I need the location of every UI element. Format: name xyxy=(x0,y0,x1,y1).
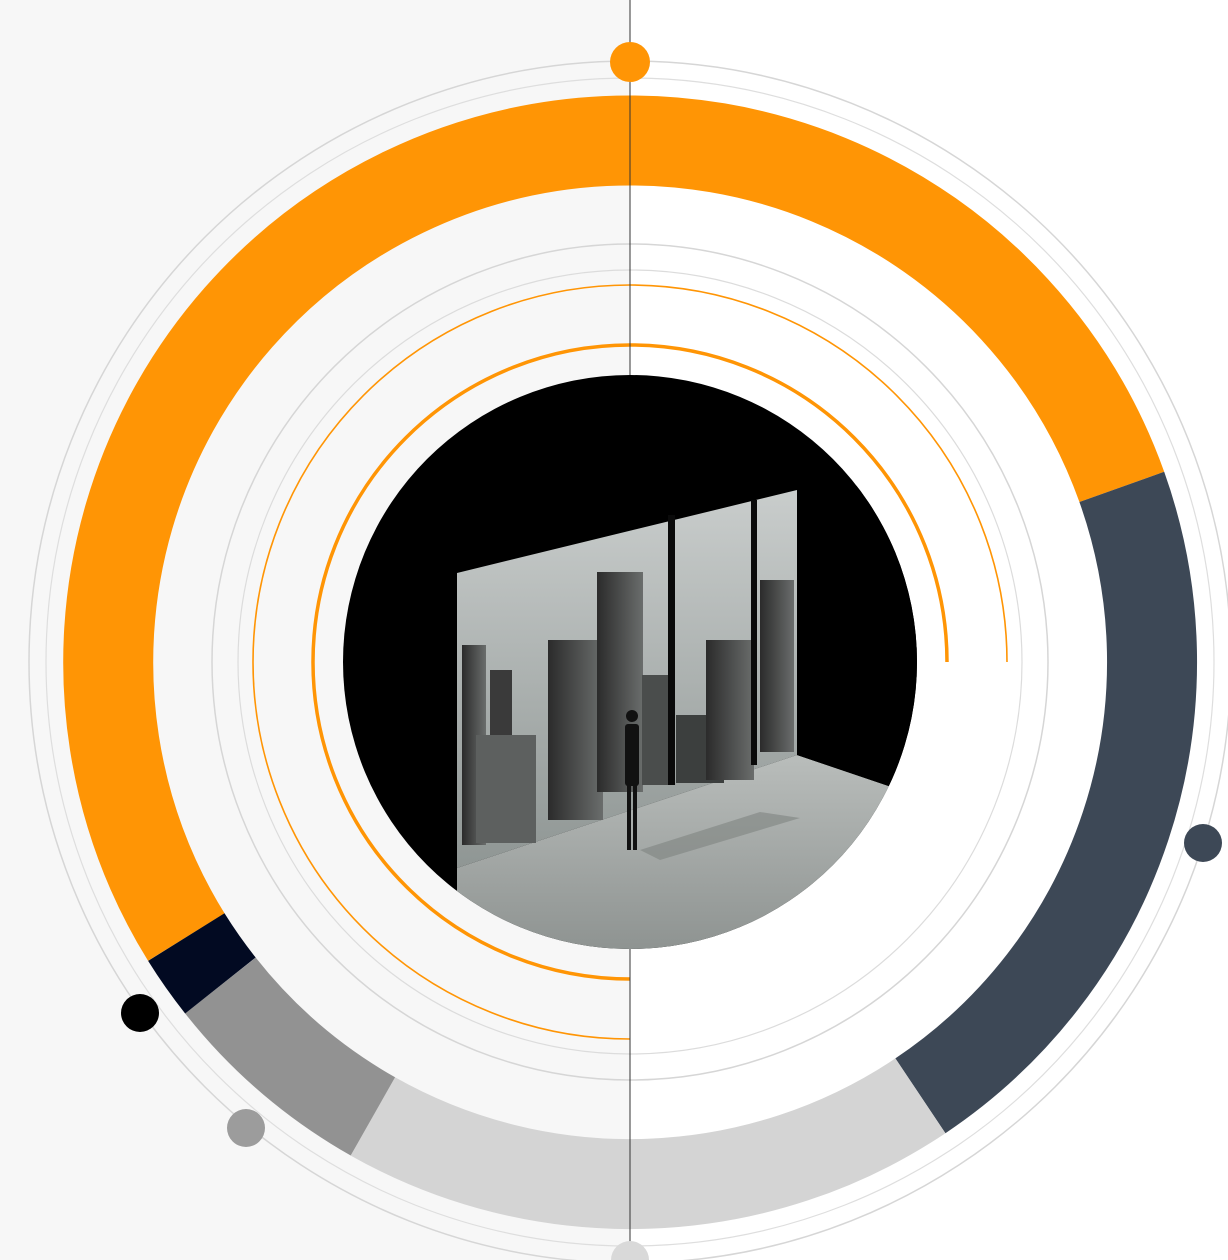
orange-arc xyxy=(311,343,949,981)
segment-orange xyxy=(63,95,1165,961)
person-body xyxy=(625,724,639,786)
dot-slate xyxy=(1184,824,1222,862)
wall xyxy=(797,480,917,800)
dot-light xyxy=(611,1241,649,1260)
buildings xyxy=(462,572,794,845)
dot-black xyxy=(121,994,159,1032)
segment-gray xyxy=(185,957,396,1156)
person-leg xyxy=(633,784,637,850)
building xyxy=(760,580,794,752)
person-head xyxy=(626,710,638,722)
dot-gray xyxy=(227,1109,265,1147)
building xyxy=(548,640,603,820)
window-frame xyxy=(751,500,757,765)
orange-thin-arc xyxy=(252,284,1008,1040)
segment-slate xyxy=(895,471,1197,1134)
segment-navy xyxy=(148,912,257,1014)
person xyxy=(625,710,639,850)
window-frame xyxy=(668,515,675,785)
dot-orange xyxy=(610,42,650,82)
building xyxy=(642,675,668,785)
segment-ring xyxy=(63,95,1197,1230)
segment-light-gray xyxy=(350,1058,946,1230)
building xyxy=(476,735,536,843)
person-leg xyxy=(627,784,631,850)
building xyxy=(706,640,754,780)
shadow xyxy=(640,812,800,860)
